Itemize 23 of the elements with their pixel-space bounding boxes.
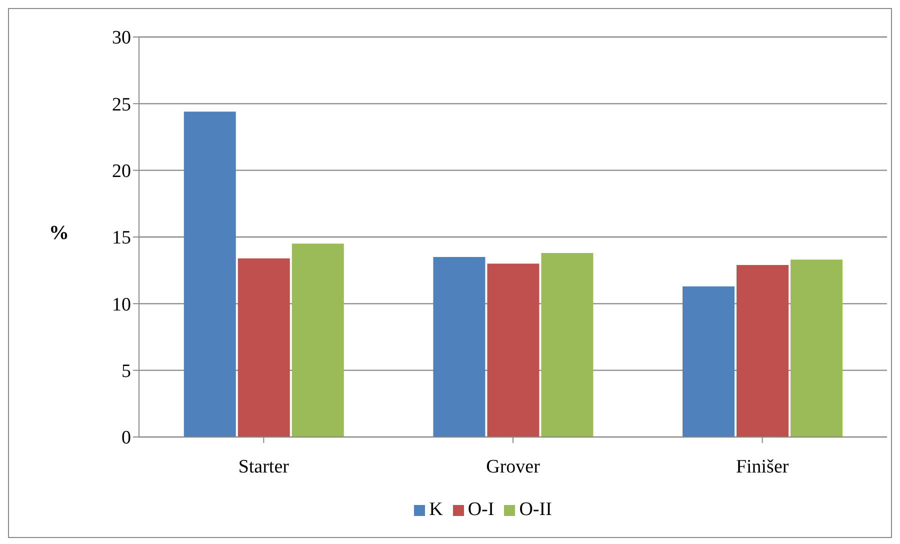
- bar: [790, 260, 843, 437]
- bar: [433, 257, 486, 437]
- bar: [736, 265, 789, 437]
- bar: [541, 253, 594, 437]
- y-tick-label: 0: [122, 428, 131, 449]
- x-tick-label: Starter: [238, 456, 290, 478]
- y-tick-label: 30: [112, 28, 131, 49]
- bar: [184, 112, 236, 437]
- y-tick-label: 15: [112, 228, 131, 249]
- bar: [487, 264, 540, 437]
- x-tick-label: Finišer: [736, 456, 790, 478]
- legend-label: O-II: [519, 499, 552, 520]
- bar: [292, 244, 344, 437]
- legend-label: K: [429, 499, 443, 520]
- bar: [238, 258, 290, 437]
- bar: [682, 286, 735, 437]
- y-axis-title: %: [49, 222, 69, 245]
- y-tick-label: 25: [112, 94, 131, 116]
- y-tick-label: 10: [112, 294, 131, 316]
- x-tick-label: Grover: [486, 456, 541, 478]
- y-tick-label: 5: [122, 361, 131, 382]
- legend-label: O-I: [468, 499, 494, 520]
- y-tick-label: 20: [112, 161, 131, 182]
